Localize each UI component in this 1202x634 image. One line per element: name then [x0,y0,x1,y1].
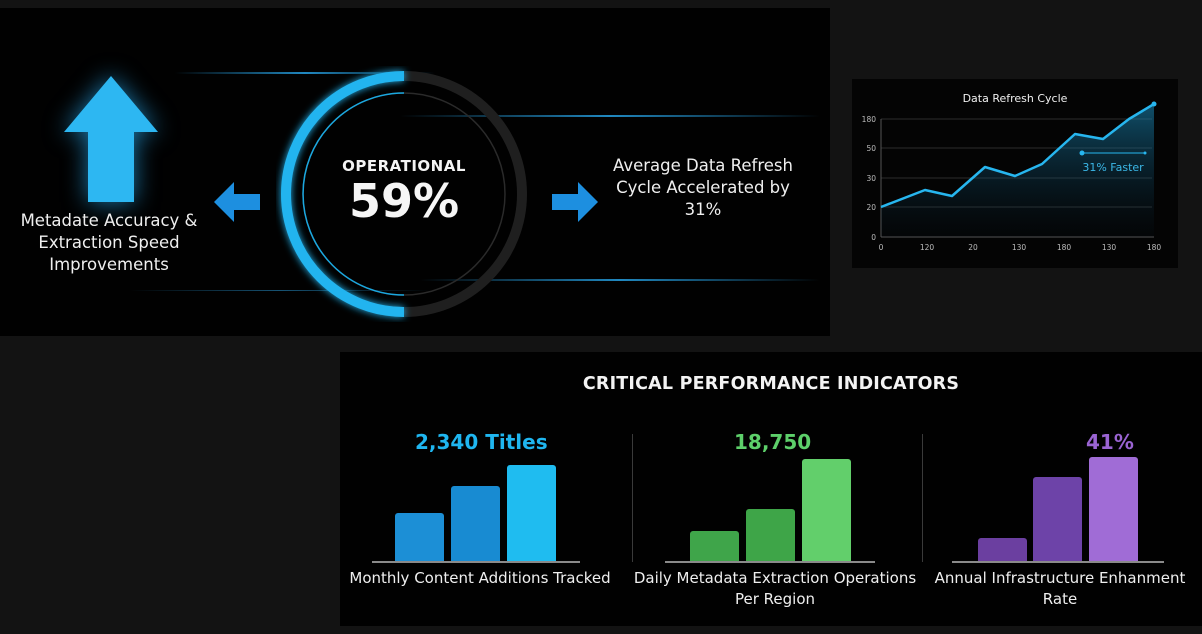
baseline [952,561,1164,563]
divider [632,434,633,562]
y-tick: 180 [862,115,877,124]
y-tick: 20 [866,203,876,212]
data-refresh-chart-panel: Data Refresh Cycle 180 50 30 20 0 [852,79,1178,268]
x-tick: 130 [1102,243,1117,252]
glow-line [400,115,820,117]
kpi-card-infrastructure-rate: 41% Annual Infrastructure Enhanment Rate [930,422,1202,622]
glow-line [420,279,820,281]
kpi-value: 2,340 Titles [415,430,548,454]
accuracy-label: Metadate Accuracy & Extraction Speed Imp… [20,211,198,274]
kpi-value: 41% [1086,430,1134,454]
y-tick: 50 [866,144,876,153]
kpi-title: CRITICAL PERFORMANCE INDICATORS [582,374,960,394]
x-tick: 130 [1012,243,1027,252]
operational-gauge [281,71,527,317]
x-tick: 180 [1057,243,1072,252]
kpi-value: 18,750 [734,430,812,454]
x-tick: 20 [968,243,978,252]
kpi-card-content-additions: 2,340 Titles Monthly Content Additions T… [349,422,650,622]
arrow-left-icon [214,182,260,222]
kpi-panel: CRITICAL PERFORMANCE INDICATORS 2,340 Ti… [340,352,1202,626]
bar [746,509,795,561]
y-tick: 0 [871,233,876,242]
bar [507,465,556,561]
kpi-card-extraction-operations: 18,750 Daily Metadata Extraction Operati… [634,422,930,622]
refresh-label: Average Data Refresh Cycle Accelerated b… [613,156,793,219]
kpi-label: Monthly Content Additions Tracked [349,569,611,587]
x-tick: 180 [1147,243,1162,252]
x-tick: 120 [920,243,935,252]
bar [451,486,500,561]
kpi-label: Daily Metadata Extraction Operations Per… [633,569,917,608]
arrow-right-icon [552,182,598,222]
baseline [665,561,875,563]
faster-annotation: 31% Faster [1082,161,1144,174]
glow-line [175,72,435,74]
bar [395,513,444,561]
bar [1033,477,1082,561]
gauge-readout: OPERATIONAL 59% [276,66,532,322]
kpi-label: Annual Infrastructure Enhanment Rate [934,569,1186,608]
bar [978,538,1027,561]
bar [1089,457,1138,561]
line-chart: 180 50 30 20 0 0 120 20 130 180 130 180 … [862,101,1162,252]
glow-line [130,290,430,291]
y-tick: 30 [866,174,876,183]
gauge-caption: OPERATIONAL [342,157,466,175]
baseline [372,561,580,563]
bar [802,459,851,561]
divider [922,434,923,562]
bar [690,531,739,561]
gauge-value: 59% [348,174,460,228]
chart-title: Data Refresh Cycle [962,92,1068,105]
x-tick: 0 [879,243,884,252]
arrow-up-icon [64,76,158,202]
operational-hero-panel: Metadate Accuracy & Extraction Speed Imp… [0,8,830,336]
